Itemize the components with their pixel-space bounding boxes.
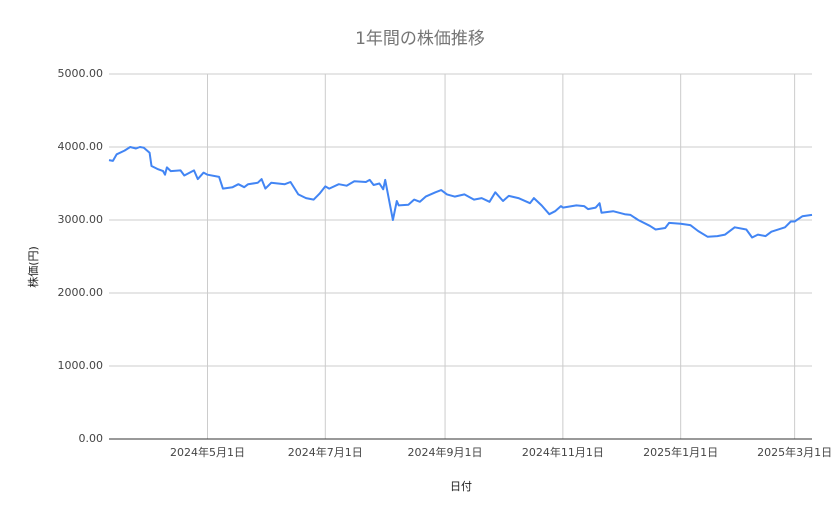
x-axis-label: 日付 — [450, 480, 472, 493]
x-tick-label: 2024年9月1日 — [408, 445, 483, 459]
x-tick-label: 2025年1月1日 — [643, 445, 718, 459]
x-tick-label: 2024年7月1日 — [288, 445, 363, 459]
y-tick-label: 5000.00 — [58, 67, 104, 80]
line-series — [108, 146, 813, 239]
y-tick-label: 1000.00 — [58, 359, 104, 372]
y-tick-label: 3000.00 — [58, 213, 104, 226]
y-tick-label: 0.00 — [79, 432, 104, 445]
y-tick-label: 4000.00 — [58, 140, 104, 153]
x-tick-label: 2024年11月1日 — [522, 445, 604, 459]
x-tick-label: 2025年3月1日 — [757, 445, 832, 459]
chart-title: 1年間の株価推移 — [355, 29, 485, 49]
y-tick-label: 2000.00 — [58, 286, 104, 299]
y-axis-label: 株価(円) — [26, 246, 40, 288]
x-tick-label: 2024年5月1日 — [170, 445, 245, 459]
